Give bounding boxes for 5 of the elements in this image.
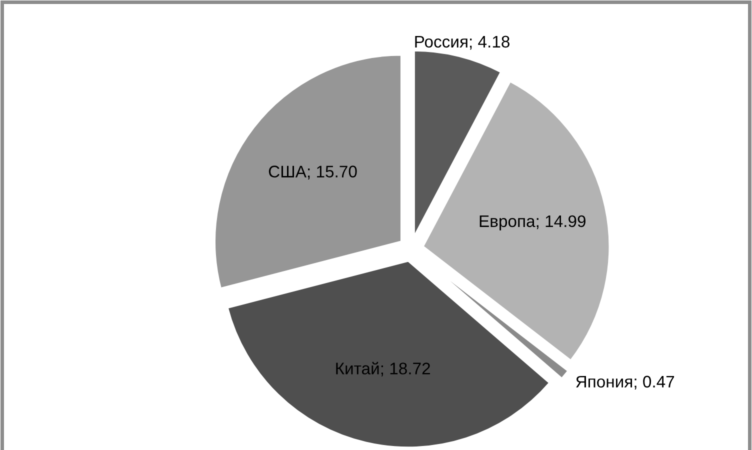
slice-label: США; 15.70	[268, 166, 357, 180]
slice-label: Европа; 14.99	[480, 215, 586, 230]
slice-label: Китай; 18.72	[336, 362, 430, 376]
slice-label: Япония; 0.47	[576, 376, 674, 390]
slice-label: Россия; 4.18	[415, 36, 510, 50]
